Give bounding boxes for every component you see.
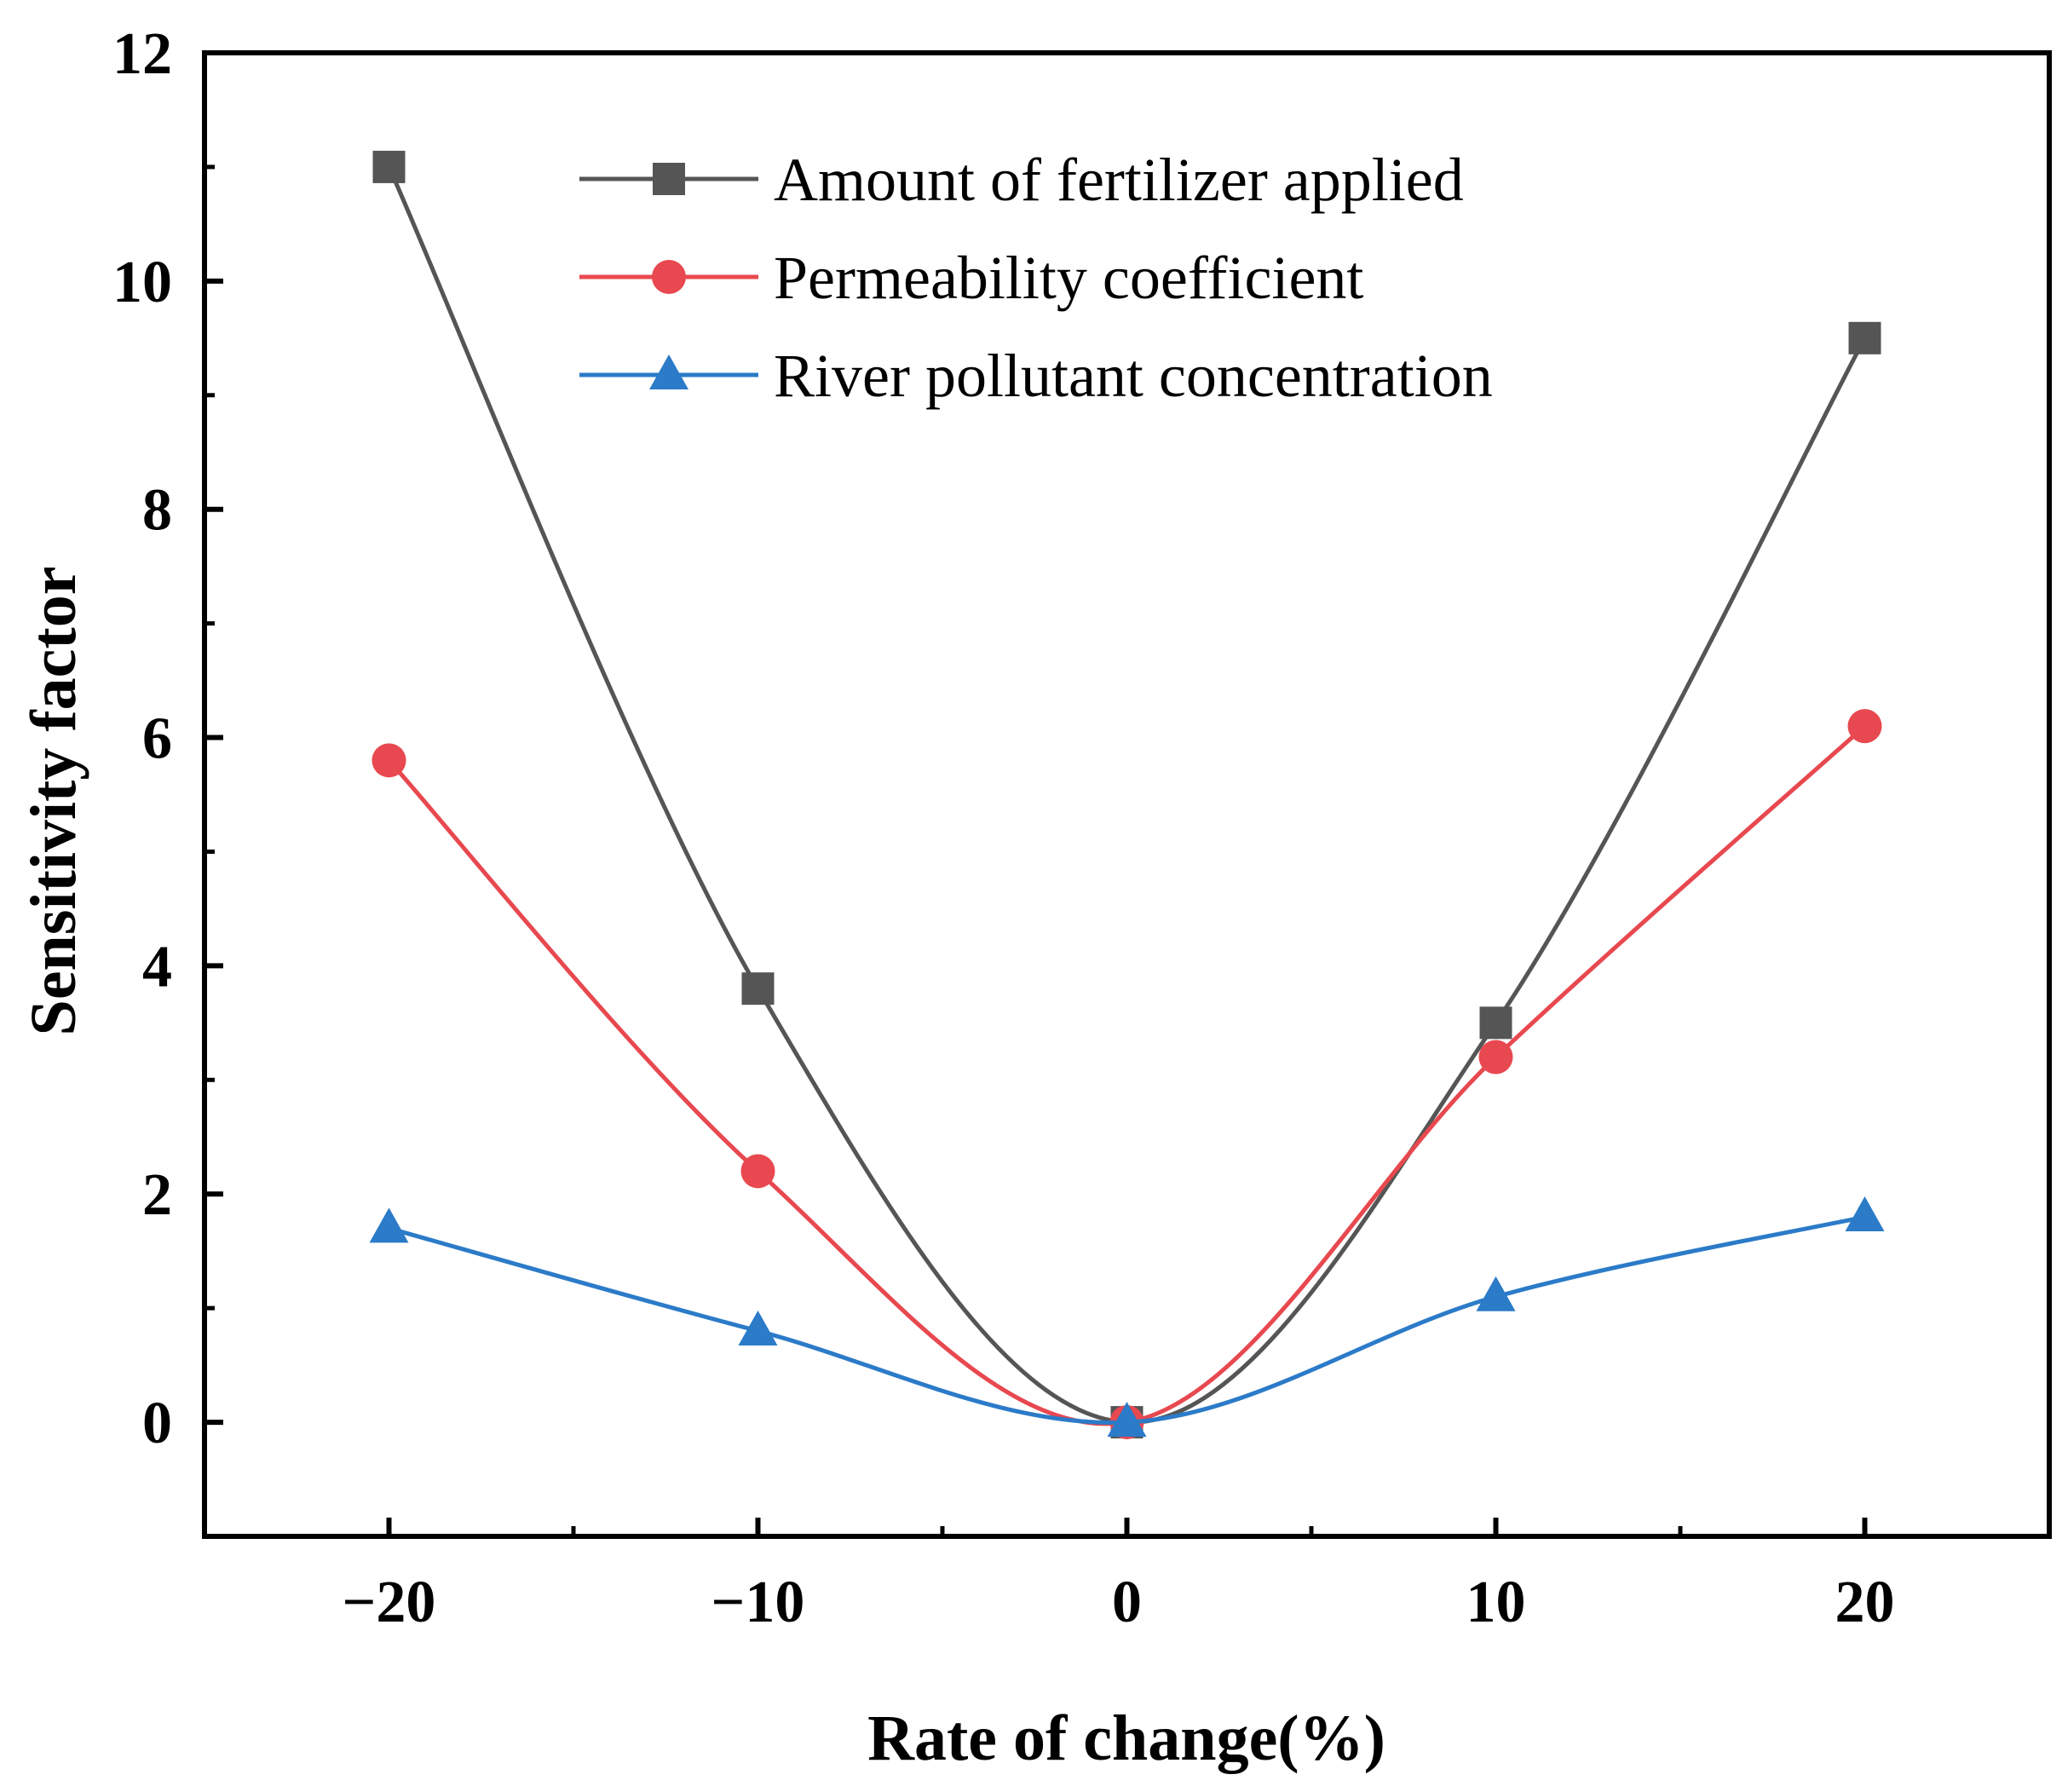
legend-item: Amount of fertilizer applied [579, 146, 1464, 214]
data-point [1847, 709, 1882, 744]
data-point [1107, 1402, 1147, 1438]
y-tick-label: 6 [142, 706, 172, 772]
data-point [740, 1154, 775, 1189]
y-tick-label: 4 [142, 934, 172, 1000]
legend-marker [652, 260, 686, 294]
legend-label: River pollutant concentration [774, 342, 1493, 410]
data-point [738, 1310, 778, 1345]
data-point [372, 150, 406, 183]
x-tick-label: 0 [1112, 1570, 1142, 1635]
data-point [1476, 1276, 1516, 1311]
y-tick-label: 0 [142, 1391, 172, 1456]
x-tick-label: 20 [1835, 1570, 1895, 1635]
legend-marker [649, 354, 688, 389]
series-line [387, 724, 1867, 1426]
series-river-pollutant-concentration [369, 1196, 1885, 1438]
legend-item: River pollutant concentration [579, 342, 1493, 410]
data-point [1478, 1040, 1513, 1075]
data-point [372, 743, 406, 778]
x-tick-label: −10 [711, 1570, 805, 1635]
data-point [369, 1207, 409, 1243]
y-axis-ticks: 0 2 4 6 8 10 12 [112, 21, 223, 1456]
data-point [1848, 321, 1881, 354]
y-tick-label: 12 [112, 21, 172, 87]
legend-label: Permeability coefficient [774, 244, 1363, 312]
x-tick-label: −20 [343, 1570, 436, 1635]
y-axis-title: Sensitivity factor [18, 567, 89, 1036]
series-permeability-coefficient [372, 709, 1882, 1440]
y-tick-label: 8 [142, 478, 172, 544]
data-point [1479, 1006, 1512, 1040]
series-layer [369, 150, 1885, 1440]
y-tick-label: 2 [142, 1162, 172, 1228]
data-point [741, 972, 775, 1005]
x-tick-label: 10 [1466, 1570, 1526, 1635]
legend: Amount of fertilizer applied Permeability… [579, 146, 1493, 410]
legend-label: Amount of fertilizer applied [774, 146, 1464, 214]
x-axis-title: Rate of change(%) [867, 1703, 1385, 1774]
legend-item: Permeability coefficient [579, 244, 1363, 312]
series-line [388, 1214, 1866, 1425]
y-tick-label: 10 [112, 250, 172, 315]
data-point [1845, 1196, 1885, 1232]
legend-marker [653, 163, 685, 195]
x-axis-ticks: −20 −10 0 10 20 [343, 1518, 1895, 1635]
